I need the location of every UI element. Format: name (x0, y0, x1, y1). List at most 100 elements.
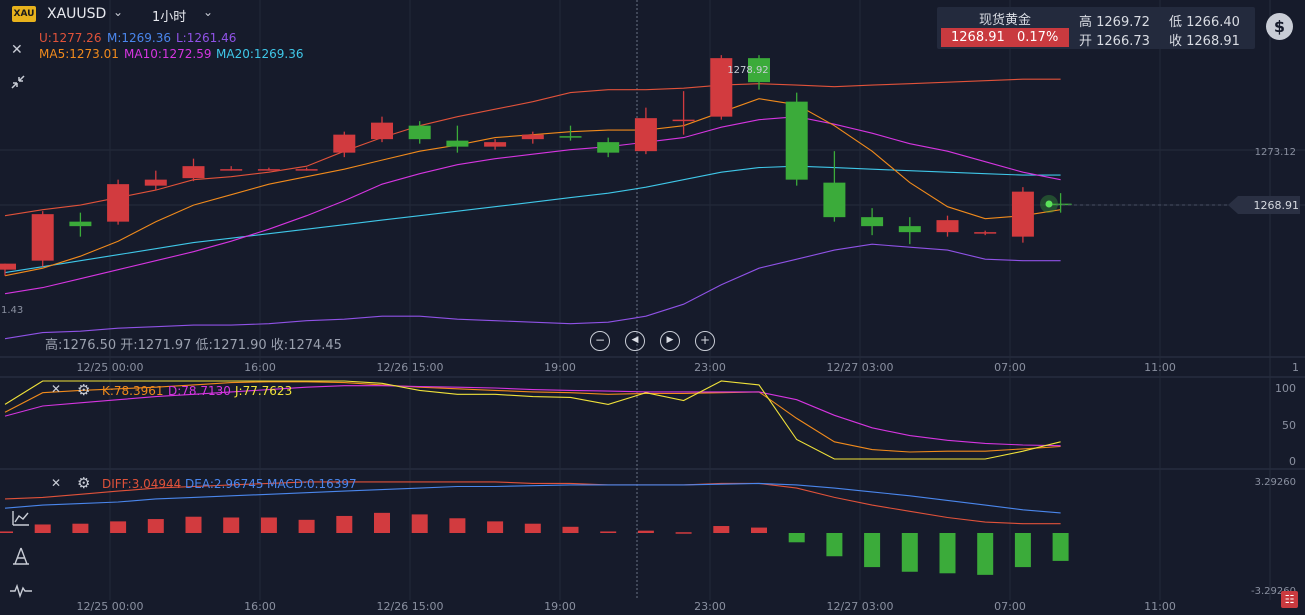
macd-close-icon[interactable]: ✕ (51, 476, 62, 490)
jump-end-button[interactable]: ▶ (660, 331, 680, 351)
timeframe-chevron-down-icon[interactable]: ⌄ (203, 5, 214, 19)
time-axis-label: 19:00 (544, 361, 576, 374)
candle-body (823, 182, 846, 218)
candle-body (333, 134, 356, 153)
hover-ohlc-info: 高:1276.50 开:1271.97 低:1271.90 收:1274.45 (45, 338, 342, 353)
boll-mid-value: M:1269.36 (107, 31, 172, 45)
time-axis-label: 12/26 15:00 (377, 361, 444, 374)
macd-histogram-bar (1014, 533, 1031, 568)
macd-histogram-bar (977, 533, 994, 575)
timeframe-select[interactable]: 1小时 (152, 10, 187, 25)
macd-histogram-bar (0, 531, 13, 533)
draw-tool-icon[interactable] (12, 547, 30, 565)
ma5-line (4, 98, 1061, 277)
boll-upper-line (4, 78, 1061, 217)
macd-value: MACD:0.16397 (267, 477, 357, 491)
quote-name: 现货黄金 (978, 13, 1031, 28)
quote-price: 1268.91 (951, 30, 1005, 45)
kdj-close-icon[interactable]: ✕ (51, 382, 62, 396)
kdj-gear-icon[interactable]: ⚙ (77, 381, 91, 399)
collapse-icon[interactable] (10, 74, 26, 90)
boll-upper-value: U:1277.26 (39, 31, 102, 45)
ma20-value: MA20:1269.36 (216, 47, 304, 61)
symbol-badge: XAU (12, 6, 36, 22)
time-axis-label: 12/25 00:00 (77, 361, 144, 374)
candle-body (634, 118, 657, 152)
candle-body (898, 226, 921, 233)
macd-histogram-bar (374, 512, 390, 533)
time-axis-label: 23:00 (694, 361, 726, 374)
ma10-value: MA10:1272.59 (124, 47, 212, 61)
candle-body (597, 142, 620, 153)
candle-body (69, 221, 92, 227)
candle-body (182, 166, 205, 179)
macd-histogram-bar (524, 523, 541, 533)
time-axis: 12/25 00:00 16:00 12/26 15:00 19:00 23:00 12/… (77, 361, 1176, 613)
symbol-name[interactable]: XAUUSD (47, 6, 107, 22)
jump-start-button[interactable]: ◀ (625, 331, 645, 351)
macd-histogram-bar (147, 519, 164, 533)
kdj-j-line (4, 380, 1061, 460)
quote-change: 0.17% (1017, 30, 1059, 45)
candle-body (371, 122, 393, 140)
grid (0, 0, 1305, 600)
macd-histogram-bar (449, 518, 466, 533)
indicator-chart-icon[interactable] (12, 510, 30, 526)
macd-diff-line (4, 481, 1061, 525)
current-price-tag (1228, 196, 1300, 214)
macd-histogram-bar (939, 533, 956, 574)
time-axis-label: 12/25 00:00 (77, 600, 144, 613)
time-axis-label: 11:00 (1144, 600, 1176, 613)
kdj-lines (4, 380, 1061, 460)
macd-histogram-bar (637, 530, 654, 533)
macd-histogram-bar (487, 521, 504, 533)
macd-axis-top: 3.29260 (1255, 477, 1296, 488)
quote-open: 开 1266.73 (1079, 34, 1150, 49)
close-icon[interactable]: ✕ (11, 42, 23, 58)
dollar-icon[interactable]: $ (1266, 13, 1293, 40)
macd-histogram-bar (34, 524, 51, 533)
time-axis-label: 16:00 (244, 361, 276, 374)
candle-body (257, 169, 280, 171)
macd-gear-icon[interactable]: ⚙ (77, 474, 91, 492)
boll-lower-line (4, 243, 1061, 340)
candle-body (521, 134, 544, 140)
kdj-d-line (4, 385, 1061, 447)
candle-body (974, 232, 997, 234)
candle-body (484, 142, 507, 147)
report-icon[interactable]: ☷ (1281, 591, 1298, 608)
macd-histogram-bar (72, 523, 89, 533)
macd-histogram-bar (713, 526, 730, 533)
price-axis-tick: 1273.12 (1255, 147, 1296, 158)
v-grid (109, 0, 1161, 600)
kdj-d-value: D:78.7130 (168, 384, 231, 398)
axis-edge-label: 1 (1292, 361, 1299, 374)
symbol-chevron-down-icon[interactable]: ⌄ (113, 5, 124, 19)
macd-histogram-bar (751, 527, 767, 533)
candle-body (861, 217, 884, 227)
candle-body (1049, 203, 1072, 206)
candle-body (748, 58, 770, 83)
time-axis-label: 16:00 (244, 600, 276, 613)
candle-body (0, 263, 16, 270)
time-axis-label: 07:00 (994, 600, 1026, 613)
macd-histogram-bar (1052, 533, 1069, 561)
candle-body (144, 179, 167, 186)
macd-histogram-bar (223, 517, 240, 533)
boll-lower-value: L:1261.46 (176, 31, 237, 45)
kdj-axis-0: 0 (1289, 455, 1296, 468)
kdj-k-line (4, 381, 1061, 453)
macd-histogram-bar (110, 521, 127, 533)
waveform-icon[interactable] (10, 584, 32, 598)
candle-body (446, 140, 469, 147)
indicator-lines (4, 78, 1061, 340)
zoom-out-button[interactable]: − (590, 331, 610, 351)
kdj-k-value: K:78.3961 (102, 384, 164, 398)
macd-histogram-bar (562, 526, 579, 533)
macd-histogram-bar (185, 516, 202, 533)
quote-high: 高 1269.72 (1079, 15, 1150, 30)
time-axis-label: 11:00 (1144, 361, 1176, 374)
macd-histogram-bar (411, 514, 428, 533)
zoom-in-button[interactable]: + (695, 331, 715, 351)
